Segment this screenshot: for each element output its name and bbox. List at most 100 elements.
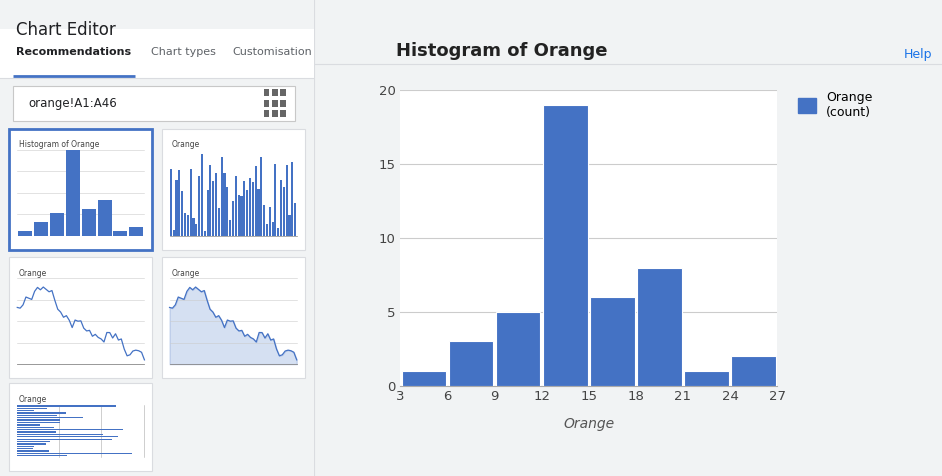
- Bar: [172, 229, 174, 236]
- Text: Chart types: Chart types: [151, 47, 216, 58]
- Bar: [129, 227, 143, 236]
- Text: Orange: Orange: [171, 140, 200, 149]
- FancyBboxPatch shape: [9, 129, 153, 250]
- Bar: [17, 441, 51, 442]
- Bar: [264, 100, 269, 107]
- Text: Histogram of Orange: Histogram of Orange: [19, 140, 99, 149]
- Bar: [195, 224, 197, 236]
- Bar: [17, 429, 123, 430]
- Bar: [34, 222, 48, 236]
- Bar: [266, 224, 268, 236]
- Bar: [731, 356, 776, 386]
- Bar: [170, 169, 171, 236]
- Bar: [17, 417, 83, 418]
- Bar: [17, 415, 57, 416]
- Bar: [206, 189, 208, 236]
- Bar: [401, 371, 447, 386]
- Bar: [280, 100, 285, 107]
- Bar: [209, 165, 211, 236]
- Text: Help: Help: [904, 48, 933, 60]
- Bar: [189, 169, 191, 236]
- Bar: [17, 426, 55, 428]
- Bar: [637, 268, 682, 386]
- Bar: [218, 208, 219, 236]
- Bar: [543, 105, 588, 386]
- Bar: [235, 177, 236, 236]
- Bar: [181, 191, 183, 236]
- Bar: [277, 228, 279, 236]
- Bar: [175, 180, 177, 236]
- Bar: [17, 431, 56, 433]
- Bar: [294, 203, 296, 236]
- Bar: [198, 176, 200, 236]
- Bar: [288, 215, 290, 236]
- Bar: [18, 231, 32, 236]
- Bar: [17, 455, 67, 456]
- Bar: [229, 220, 231, 236]
- Bar: [285, 165, 287, 236]
- Bar: [212, 181, 214, 236]
- Text: Chart Editor: Chart Editor: [16, 21, 116, 40]
- Bar: [272, 100, 278, 107]
- Bar: [178, 170, 180, 236]
- Bar: [17, 446, 34, 447]
- Text: Orange: Orange: [19, 269, 47, 278]
- Bar: [17, 405, 116, 407]
- X-axis label: Orange: Orange: [563, 417, 614, 431]
- Bar: [268, 207, 270, 236]
- Bar: [240, 196, 242, 236]
- FancyBboxPatch shape: [162, 129, 304, 250]
- Bar: [17, 419, 60, 421]
- Bar: [254, 166, 256, 236]
- Bar: [203, 231, 205, 236]
- Bar: [252, 182, 253, 236]
- Bar: [590, 297, 635, 386]
- Text: Orange: Orange: [171, 269, 200, 278]
- Bar: [243, 181, 245, 236]
- Bar: [113, 231, 127, 236]
- Bar: [280, 180, 282, 236]
- Bar: [684, 371, 729, 386]
- Bar: [237, 195, 239, 236]
- Bar: [17, 410, 34, 411]
- Bar: [184, 213, 186, 236]
- Bar: [246, 189, 248, 236]
- Bar: [272, 110, 278, 117]
- Bar: [223, 173, 225, 236]
- Bar: [17, 434, 103, 435]
- Bar: [17, 407, 47, 409]
- Bar: [232, 201, 234, 236]
- Bar: [220, 157, 222, 236]
- Bar: [17, 448, 33, 449]
- FancyBboxPatch shape: [162, 257, 304, 378]
- Bar: [201, 154, 203, 236]
- Bar: [66, 150, 80, 236]
- Bar: [272, 89, 278, 96]
- Bar: [274, 164, 276, 236]
- Bar: [17, 422, 60, 423]
- FancyBboxPatch shape: [12, 86, 295, 121]
- Bar: [17, 424, 41, 426]
- Bar: [192, 218, 194, 236]
- Bar: [17, 438, 112, 440]
- Bar: [187, 215, 188, 236]
- Bar: [264, 89, 269, 96]
- Bar: [82, 208, 96, 236]
- Bar: [280, 110, 285, 117]
- Bar: [226, 187, 228, 236]
- Bar: [249, 178, 251, 236]
- Bar: [257, 189, 259, 236]
- Bar: [17, 443, 46, 445]
- Bar: [264, 110, 269, 117]
- Bar: [17, 450, 49, 452]
- Bar: [271, 222, 273, 236]
- Legend: Orange
(count): Orange (count): [799, 91, 872, 119]
- Text: Customisation: Customisation: [233, 47, 312, 58]
- Bar: [280, 89, 285, 96]
- Bar: [448, 341, 494, 386]
- FancyBboxPatch shape: [0, 29, 314, 79]
- Text: Orange: Orange: [19, 395, 47, 404]
- FancyBboxPatch shape: [9, 257, 153, 378]
- Bar: [17, 412, 66, 414]
- Bar: [283, 187, 284, 236]
